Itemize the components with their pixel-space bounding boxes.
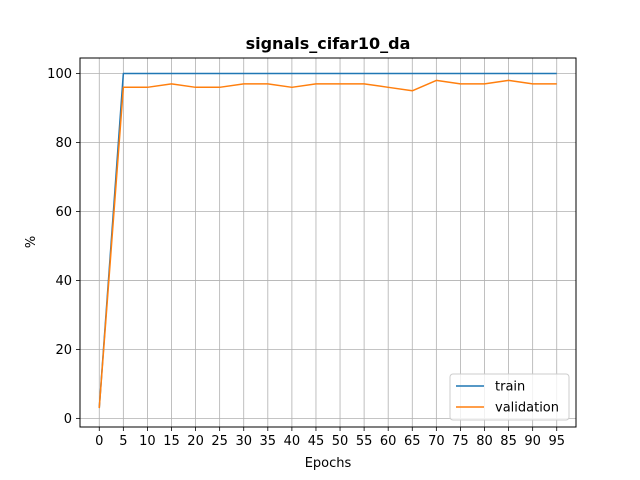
- series-lines: [98, 72, 557, 409]
- y-axis-label: %: [24, 236, 39, 248]
- x-tick-label: 45: [308, 434, 325, 449]
- y-tick-label: 20: [55, 343, 72, 358]
- x-tick-label: 15: [163, 434, 180, 449]
- x-tick-label: 55: [356, 434, 373, 449]
- x-axis-label: Epochs: [305, 456, 352, 471]
- x-tick-label: 30: [235, 434, 252, 449]
- legend-label-train: train: [495, 380, 525, 395]
- y-tick-label: 80: [55, 136, 72, 151]
- x-tick-label: 10: [139, 434, 156, 449]
- x-tick-label: 65: [404, 434, 421, 449]
- y-axis-ticks: 0 20 40 60 80 100: [47, 67, 80, 427]
- x-tick-label: 90: [524, 434, 541, 449]
- grid: [80, 58, 576, 427]
- y-tick-label: 0: [64, 412, 72, 427]
- plot-frame: [79, 57, 577, 428]
- x-tick-label: 95: [548, 434, 565, 449]
- x-tick-label: 0: [95, 434, 103, 449]
- x-tick-label: 40: [284, 434, 301, 449]
- legend: train validation: [449, 373, 570, 421]
- x-tick-label: 50: [332, 434, 349, 449]
- x-tick-label: 70: [428, 434, 445, 449]
- x-tick-label: 5: [119, 434, 127, 449]
- legend-label-validation: validation: [495, 401, 559, 416]
- y-tick-label: 100: [47, 67, 72, 82]
- x-axis-ticks: 0 5 10 15 20 25 30 35 40 45 50 55 60 65 70 75 80 85 90 95: [95, 427, 565, 449]
- x-tick-label: 20: [187, 434, 204, 449]
- chart-title: signals_cifar10_da: [246, 34, 411, 53]
- series-line-validation: [98, 79, 557, 409]
- x-tick-label: 85: [500, 434, 517, 449]
- x-tick-label: 75: [452, 434, 469, 449]
- x-tick-label: 60: [380, 434, 397, 449]
- x-tick-label: 25: [211, 434, 228, 449]
- y-tick-label: 40: [55, 274, 72, 289]
- series-line-train: [98, 72, 557, 409]
- x-tick-label: 80: [476, 434, 493, 449]
- y-tick-label: 60: [55, 205, 72, 220]
- x-tick-label: 35: [260, 434, 277, 449]
